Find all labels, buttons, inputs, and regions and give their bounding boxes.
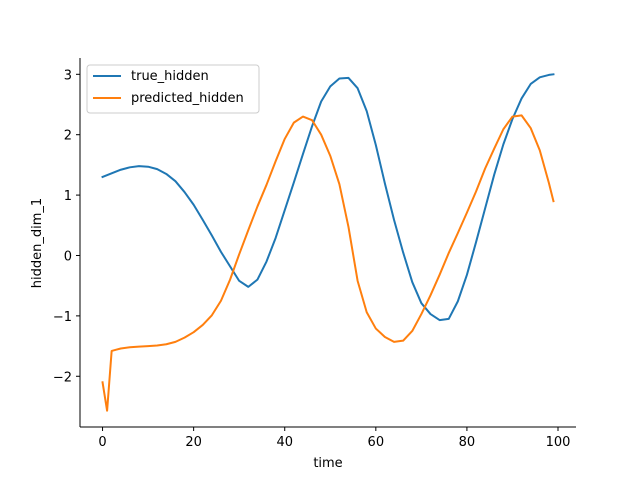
x-tick-label: 0: [98, 435, 106, 450]
y-tick-label: 3: [64, 68, 72, 83]
y-tick-label: 1: [64, 189, 72, 204]
y-tick-label: 2: [64, 129, 72, 144]
y-tick-label: 0: [64, 249, 72, 264]
y-axis-ticks: 3 2 1 0 −1 −2: [53, 68, 80, 385]
x-tick-label: 100: [546, 435, 571, 450]
y-tick-label: −1: [53, 310, 72, 325]
legend-label-predicted-hidden: predicted_hidden: [131, 91, 244, 106]
x-tick-label: 80: [459, 435, 476, 450]
x-tick-label: 20: [185, 435, 202, 450]
legend: true_hidden predicted_hidden: [86, 64, 260, 114]
plot-lines: [101, 73, 555, 412]
series-line-true-hidden: [101, 73, 555, 322]
series-line-predicted-hidden: [101, 114, 555, 412]
x-axis-ticks: 0 20 40 60 80 100: [98, 427, 570, 450]
x-tick-label: 40: [276, 435, 293, 450]
legend-label-true-hidden: true_hidden: [131, 69, 209, 84]
x-axis-title: time: [313, 456, 342, 471]
legend-box: [86, 64, 260, 114]
y-axis-title: hidden_dim_1: [30, 198, 45, 288]
y-tick-label: −2: [53, 370, 72, 385]
x-tick-label: 60: [368, 435, 385, 450]
